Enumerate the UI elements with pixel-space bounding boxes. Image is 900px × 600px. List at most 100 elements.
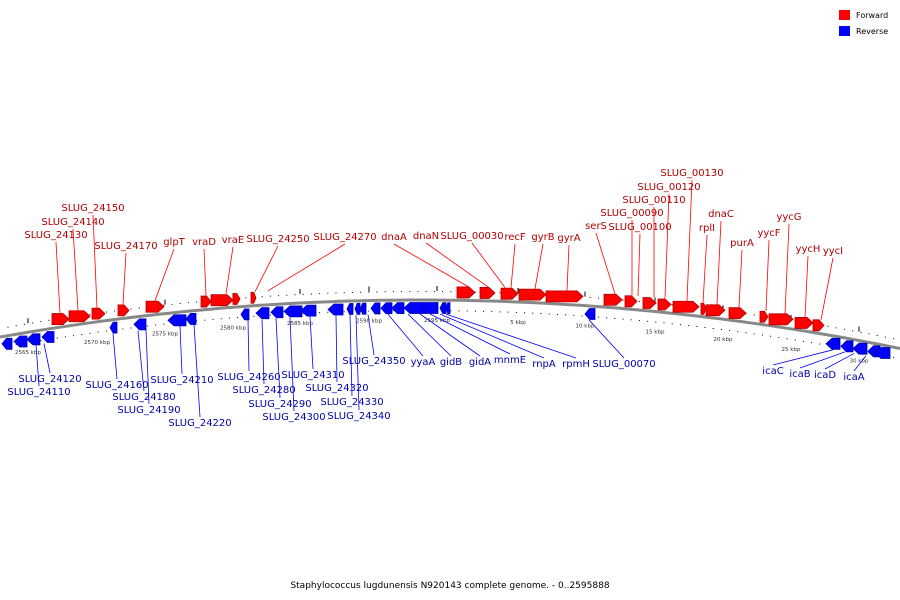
forward-leader-line <box>820 257 834 320</box>
forward-gene-arrow <box>603 293 623 306</box>
forward-gene-label: SLUG_00100 <box>608 222 671 233</box>
tick-label: 2585 kbp <box>287 321 313 327</box>
forward-leader-line <box>664 193 670 299</box>
reverse-gene-label: icaC <box>762 366 783 377</box>
reverse-gene-arrow <box>327 303 344 316</box>
reverse-gene-arrow <box>840 340 854 353</box>
reverse-gene-arrow <box>391 302 405 315</box>
forward-gene-label: yycH <box>796 244 821 255</box>
reverse-leader-line <box>387 313 424 357</box>
reverse-leader-line <box>275 318 281 399</box>
reverse-gene-arrow <box>240 308 250 321</box>
reverse-gene-label: gidB <box>440 357 462 368</box>
forward-gene-label: SLUG_24170 <box>94 241 157 252</box>
reverse-leader-line <box>179 326 183 375</box>
tick-label: 5 kbp <box>510 320 526 326</box>
forward-leader-line <box>122 252 127 305</box>
reverse-leader-line <box>429 313 511 355</box>
forward-gene-arrow <box>500 287 519 300</box>
tick-label: 20 kbp <box>714 337 733 343</box>
reverse-gene-label: icaB <box>789 369 810 380</box>
forward-gene-arrow <box>91 307 106 320</box>
forward-gene-arrow <box>479 287 496 299</box>
reverse-gene-label: SLUG_24260 <box>217 372 280 383</box>
reverse-gene-arrow <box>439 302 447 315</box>
reverse-gene-label: SLUG_24310 <box>281 370 344 381</box>
reverse-leader-line <box>289 317 295 412</box>
forward-leader-line <box>471 242 506 288</box>
forward-gene-arrow <box>145 300 165 313</box>
reverse-gene-arrow <box>133 318 147 331</box>
reverse-leader-line <box>853 355 867 372</box>
reverse-leader-line <box>261 319 265 385</box>
forward-gene-label: SLUG_00090 <box>600 208 663 219</box>
reverse-gene-arrow <box>167 314 187 327</box>
reverse-gene-arrow <box>185 313 197 325</box>
reverse-leader-lines <box>35 313 867 418</box>
forward-leader-line <box>267 243 346 292</box>
forward-leader-line <box>510 243 516 288</box>
forward-gene-label: SLUG_24270 <box>313 232 376 243</box>
reverse-leader-line <box>145 329 150 405</box>
reverse-gene-label: SLUG_24120 <box>18 374 81 385</box>
reverse-leader-line <box>335 315 338 383</box>
reverse-genes <box>1 302 891 359</box>
reverse-gene-arrow <box>825 337 841 350</box>
reverse-gene-label: SLUG_00070 <box>592 359 655 370</box>
reverse-gene-label: gidA <box>469 357 491 368</box>
tick-label: 25 kbp <box>782 347 801 353</box>
reverse-leader-line <box>824 353 855 370</box>
forward-gene-label: serS <box>585 221 607 232</box>
forward-leader-line <box>393 243 469 287</box>
forward-gene-label: SLUG_00120 <box>637 182 700 193</box>
forward-leader-line <box>566 244 570 291</box>
reverse-gene-arrow <box>270 306 284 319</box>
forward-leader-line <box>534 243 544 289</box>
reverse-gene-arrow <box>380 302 393 315</box>
forward-gene-label: SLUG_00030 <box>440 231 503 242</box>
tick-label: 30 kbp <box>850 358 869 364</box>
legend-reverse-label: Reverse <box>856 27 888 36</box>
forward-gene-label: purA <box>730 238 754 249</box>
forward-gene-arrow <box>642 297 657 309</box>
forward-gene-arrow <box>812 319 825 332</box>
tick-label: 2595 kbp <box>424 318 450 324</box>
reverse-gene-label: SLUG_24350 <box>342 356 405 367</box>
forward-leader-line <box>784 223 790 314</box>
forward-leader-line <box>804 255 809 318</box>
tick-label: 10 kbp <box>576 324 595 330</box>
reverse-leader-line <box>799 351 846 369</box>
reverse-leader-line <box>439 313 545 359</box>
forward-leader-line <box>154 248 175 301</box>
forward-gene-label: rplI <box>699 223 715 234</box>
forward-leader-line <box>702 234 708 303</box>
genome-caption: Staphylococcus lugdunensis N920143 compl… <box>290 581 609 591</box>
reverse-gene-label: mnmE <box>494 355 526 366</box>
forward-gene-arrow <box>68 310 91 323</box>
reverse-leader-line <box>35 344 40 387</box>
forward-gene-label: yycG <box>776 212 801 223</box>
reverse-leader-line <box>367 314 375 356</box>
tick-labels: 2565 kbp 2570 kbp 2575 kbp 2580 kbp 2585 kbp… <box>15 318 869 364</box>
forward-gene-arrow <box>705 304 726 317</box>
forward-leader-line <box>716 220 722 305</box>
forward-gene-arrow <box>232 293 241 305</box>
reverse-gene-label: SLUG_24330 <box>320 397 383 408</box>
reverse-gene-arrow <box>584 308 596 320</box>
tick-label: 2565 kbp <box>15 350 41 356</box>
forward-leader-line <box>254 245 279 292</box>
reverse-leader-line <box>43 343 51 374</box>
forward-gene-arrow <box>728 307 747 319</box>
reverse-leader-line <box>407 313 452 357</box>
forward-gene-label: glpT <box>163 237 185 248</box>
tick-label: 2575 kbp <box>152 332 178 338</box>
reverse-gene-label: SLUG_24300 <box>262 412 325 423</box>
forward-gene-label: SLUG_24130 <box>24 230 87 241</box>
reverse-gene-label: SLUG_24280 <box>232 385 295 396</box>
forward-gene-arrow <box>759 310 769 323</box>
reverse-gene-arrow <box>255 307 270 320</box>
reverse-gene-arrow <box>41 331 55 343</box>
forward-leader-line <box>72 228 79 311</box>
reverse-gene-arrow <box>26 333 41 346</box>
